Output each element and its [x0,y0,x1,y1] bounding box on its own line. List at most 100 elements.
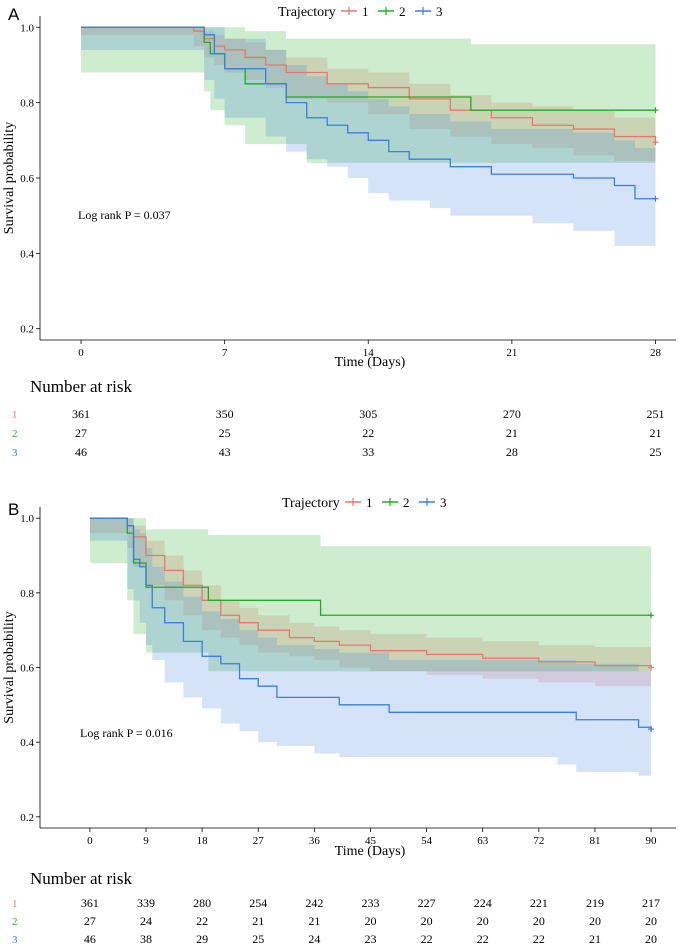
x-axis-title: Time (Days) [335,844,406,859]
risk-value: 22 [421,932,433,946]
risk-value: 20 [421,914,433,928]
y-tick-label: 0.4 [20,248,34,260]
log-rank-annotation: Log rank P = 0.037 [78,208,171,222]
risk-value: 305 [359,407,377,421]
legend-label: 2 [403,495,410,510]
y-tick-label: 0.4 [20,737,34,749]
y-tick-label: 0.2 [20,812,34,824]
survival-line-series-3 [81,26,656,200]
x-tick-label: 27 [253,835,265,847]
x-tick-label: 81 [589,835,600,847]
risk-value: 21 [308,914,320,928]
x-tick-label: 0 [87,835,93,847]
panel-b: B Trajectory 1 2 30.20.40.60.81.00 9 18 27 36 45 5… [2,495,676,946]
risk-value: 217 [642,896,660,910]
panel-label: A [8,5,20,24]
risk-value: 25 [649,445,661,459]
risk-value: 22 [362,426,374,440]
x-axis-title: Time (Days) [335,355,406,370]
risk-value: 20 [533,914,545,928]
risk-value: 219 [586,896,604,910]
risk-value: 27 [75,426,87,440]
y-tick-label: 0.6 [20,663,34,675]
ci-band-series-3 [89,518,652,776]
risk-value: 24 [140,914,152,928]
legend-label: 3 [440,495,447,510]
risk-value: 46 [84,932,96,946]
risk-value: 21 [649,426,661,440]
x-tick-label: 28 [650,347,662,359]
risk-value: 38 [140,932,152,946]
risk-row-label: 2 [12,428,18,440]
x-tick-label: 45 [365,835,377,847]
risk-value: 29 [196,932,208,946]
legend-label: 2 [399,4,406,19]
risk-value: 22 [533,932,545,946]
risk-value: 350 [216,407,234,421]
risk-value: 23 [364,932,376,946]
x-tick-label: 21 [506,347,517,359]
x-tick-label: 90 [646,835,658,847]
risk-value: 280 [193,896,211,910]
risk-table: Number at risk 1 361 350 305 270 251 2 27 25 22 21 2… [12,377,664,459]
risk-row-label: 1 [12,409,18,421]
risk-value: 361 [72,407,90,421]
risk-value: 22 [196,914,208,928]
risk-row-label: 3 [12,447,18,459]
panel-label: B [8,500,19,519]
legend-label: 3 [436,4,443,19]
x-tick-label: 14 [363,347,375,359]
y-tick-label: 0.6 [20,173,34,185]
risk-value: 24 [308,932,320,946]
x-tick-label: 18 [197,835,209,847]
risk-value: 25 [252,932,264,946]
risk-row-label: 2 [12,916,18,928]
y-tick-label: 0.8 [20,98,34,110]
risk-value: 20 [477,914,489,928]
risk-row-label: 3 [12,934,18,946]
risk-value: 339 [137,896,155,910]
y-tick-label: 1.0 [20,513,34,525]
risk-row-label: 1 [12,898,18,910]
risk-value: 22 [477,932,489,946]
legend-title: Trajectory [278,5,336,20]
legend-label: 1 [362,4,369,19]
risk-value: 20 [589,914,601,928]
y-axis-title: Survival probability [2,611,17,723]
y-tick-label: 0.8 [20,588,34,600]
risk-value: 28 [506,445,518,459]
risk-value: 46 [75,445,87,459]
risk-value: 242 [305,896,323,910]
y-tick-label: 1.0 [20,22,34,34]
legend-label: 1 [366,495,373,510]
risk-value: 21 [589,932,601,946]
risk-value: 227 [418,896,436,910]
risk-value: 221 [530,896,548,910]
risk-value: 20 [645,932,657,946]
x-tick-label: 72 [533,835,544,847]
risk-value: 21 [252,914,264,928]
x-tick-label: 7 [222,347,228,359]
survival-line-series-3 [89,517,652,730]
x-tick-label: 9 [143,835,149,847]
ci-band-series-2 [89,518,652,672]
risk-value: 25 [219,426,231,440]
risk-value: 270 [503,407,521,421]
ci-band-series-1 [89,518,652,687]
legend-title: Trajectory [282,496,340,511]
risk-value: 224 [474,896,492,910]
risk-value: 27 [84,914,96,928]
risk-value: 251 [646,407,664,421]
legend: Trajectory 1 2 3 [278,4,443,20]
risk-value: 20 [645,914,657,928]
y-tick-label: 0.2 [20,324,34,336]
risk-value: 361 [81,896,99,910]
legend: Trajectory 1 2 3 [282,495,447,511]
risk-value: 20 [364,914,376,928]
risk-table-title: Number at risk [30,869,132,888]
panel-a: A Trajectory 1 2 30.20.40.60.81.00 7 14 21 28Tim… [2,4,676,459]
x-tick-label: 0 [78,347,84,359]
x-tick-label: 36 [309,835,321,847]
